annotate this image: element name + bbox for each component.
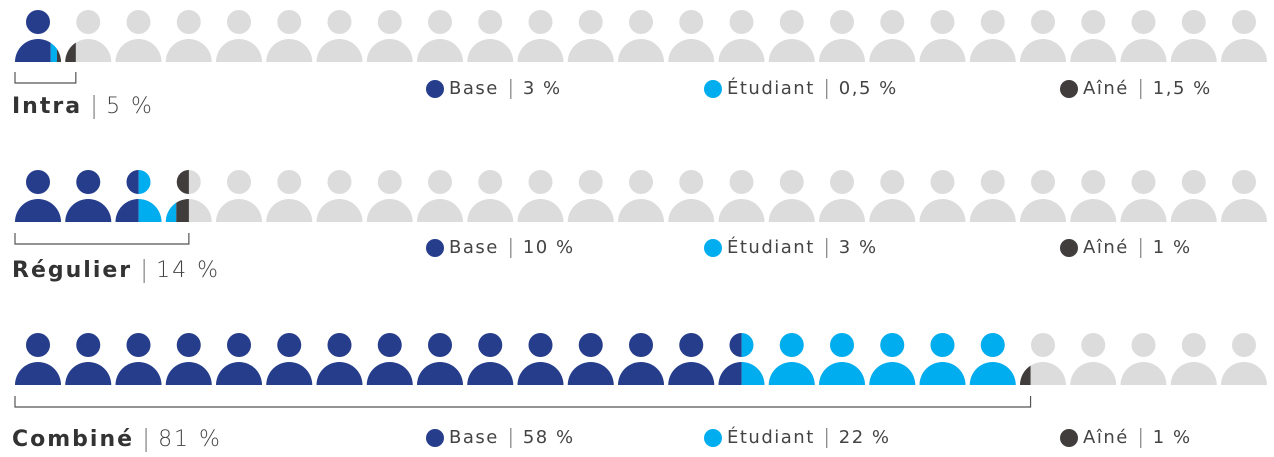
row-title: Combiné [12,427,134,452]
row-total: 81 % [158,427,222,452]
total-bracket [14,72,77,84]
legend-value: 10 % [523,237,575,258]
legend-dot [426,239,444,257]
icon-segment [741,333,1016,385]
legend-label: Étudiant [727,236,815,258]
legend-label: Aîné [1083,78,1129,99]
icon-segment [138,170,177,222]
legend-label: Base [449,78,499,99]
legend-dot [426,429,444,447]
legend-value: 3 % [839,237,878,258]
legend-label: Étudiant [727,77,815,99]
legend-label: Base [449,237,499,258]
legend-value: 3 % [523,78,562,99]
legend-value: 1,5 % [1153,78,1212,99]
icon-segment [15,333,742,385]
legend-value: 0,5 % [839,78,898,99]
legend-value: 22 % [839,427,891,448]
legend-value: 1 % [1153,427,1192,448]
legend-dot [704,429,722,447]
legend-dot [704,80,722,98]
legend-dot [1060,80,1078,98]
row-total: 5 % [106,94,154,119]
icon-segment [50,42,57,62]
row-total: 14 % [156,258,220,283]
icon-row-background [15,10,1267,62]
legend-value: 58 % [523,427,575,448]
legend-value: 1 % [1153,237,1192,258]
legend-label: Base [449,427,499,448]
legend-dot [1060,239,1078,257]
icon-segment [56,42,76,62]
total-bracket [14,233,190,245]
row-title: Intra [12,94,82,119]
row-title: Régulier [12,258,132,283]
legend-dot [426,80,444,98]
legend-dot [1060,429,1078,447]
icon-row-background [15,170,1267,222]
total-bracket [14,396,1032,408]
icon-segment [1020,365,1031,385]
legend-label: Aîné [1083,427,1129,448]
legend-label: Aîné [1083,237,1129,258]
legend-label: Étudiant [727,426,815,448]
icon-segment [176,170,189,222]
icon-segment [15,170,139,222]
icon-segment [15,10,51,62]
legend-dot [704,239,722,257]
